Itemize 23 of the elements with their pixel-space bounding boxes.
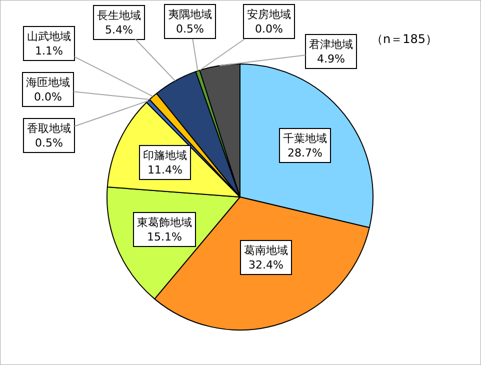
data-label: 32.4% xyxy=(248,258,284,272)
data-label: 4.9% xyxy=(317,52,345,66)
slice-label: 葛南地域 xyxy=(244,244,288,257)
slice-label: 夷隅地域 xyxy=(168,8,212,21)
data-label: 11.4% xyxy=(148,163,182,176)
text: （n＝185） xyxy=(371,32,438,46)
slice-label: 東葛飾地域 xyxy=(137,216,192,229)
text: 0.0% xyxy=(34,90,62,104)
slice-label: 山武地域 xyxy=(27,30,71,43)
slice-label: 君津地域 xyxy=(309,38,353,51)
slice-label: 香取地域 xyxy=(27,122,71,135)
data-label: 1.1% xyxy=(35,44,63,58)
slice-label: 長生地域 xyxy=(97,9,141,22)
data-label: 0.5% xyxy=(35,136,63,150)
slice-label: 千葉地域 xyxy=(283,132,327,145)
data-label: 0.5% xyxy=(176,22,204,36)
data-label: 5.4% xyxy=(105,23,133,36)
data-label: 15.1% xyxy=(147,230,182,244)
slice-label: 印旛地域 xyxy=(143,149,187,162)
data-label: 28.7% xyxy=(288,146,322,160)
category-label: 海匝地域 xyxy=(26,76,70,89)
text: 0.0% xyxy=(255,22,283,36)
category-label: 安房地域 xyxy=(247,8,291,21)
